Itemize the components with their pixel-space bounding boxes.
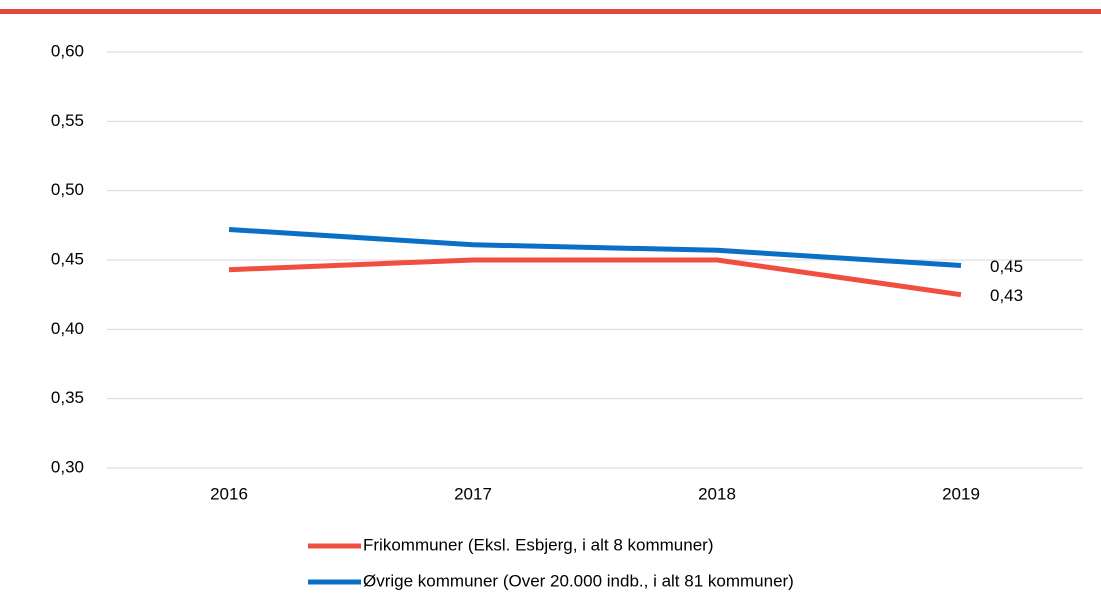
y-tick-label: 0,45 (51, 249, 84, 268)
legend-label: Frikommuner (Eksl. Esbjerg, i alt 8 komm… (363, 535, 713, 554)
x-tick-label: 2016 (210, 484, 248, 503)
x-tick-label: 2017 (454, 484, 492, 503)
y-tick-label: 0,40 (51, 319, 84, 338)
y-tick-label: 0,55 (51, 111, 84, 130)
line-series (228, 257, 962, 298)
y-tick-label: 0,35 (51, 388, 84, 407)
top-bar (0, 9, 1101, 14)
value-label: 0,45 (990, 257, 1023, 276)
x-tick-label: 2019 (942, 484, 980, 503)
x-tick-label: 2018 (698, 484, 736, 503)
y-tick-label: 0,60 (51, 41, 84, 60)
y-tick-label: 0,50 (51, 180, 84, 199)
y-tick-label: 0,30 (51, 457, 84, 476)
legend-label: Øvrige kommuner (Over 20.000 indb., i al… (363, 571, 794, 590)
line-series (228, 226, 962, 269)
value-label: 0,43 (990, 286, 1023, 305)
